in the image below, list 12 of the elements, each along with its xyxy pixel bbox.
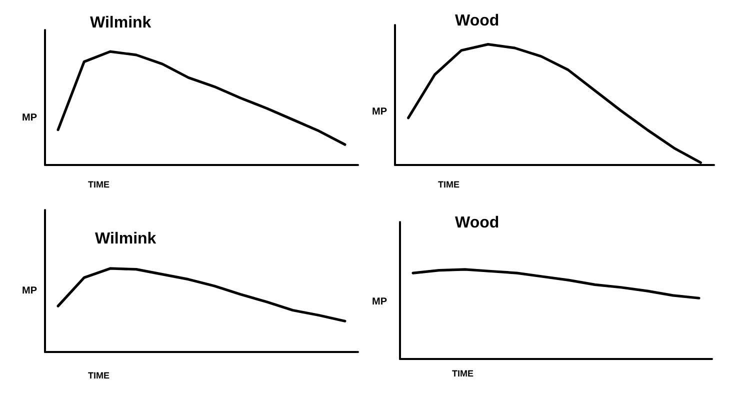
x-axis-title: TIME — [452, 368, 474, 378]
y-axis-title: MP — [372, 296, 388, 308]
x-axis-title: TIME — [438, 180, 460, 190]
x-axis-title: TIME — [88, 370, 110, 380]
y-axis-title: MP — [372, 106, 388, 118]
chart-title: Wood — [455, 12, 500, 30]
chart-title: Wood — [455, 214, 500, 232]
chart-title: Wilmink — [95, 230, 156, 248]
chart-title: Wilmink — [90, 14, 152, 32]
y-axis-title: MP — [22, 286, 38, 296]
y-axis-title: MP — [22, 112, 38, 124]
x-axis-title: TIME — [88, 180, 110, 190]
